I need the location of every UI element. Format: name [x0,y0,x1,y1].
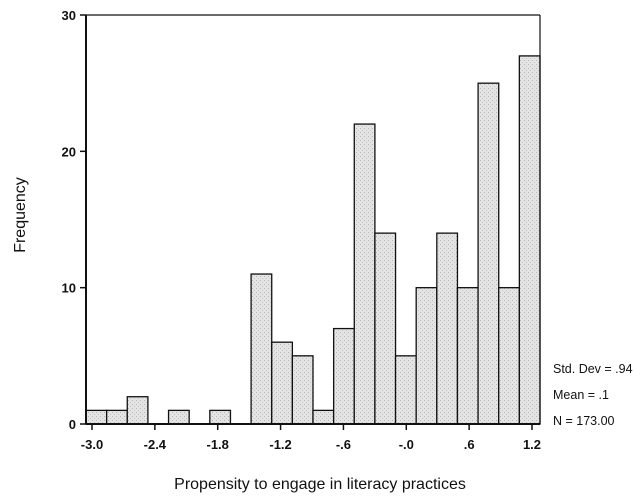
histogram-bar [250,273,273,425]
histogram-bar [498,287,521,425]
histogram-bar [291,355,314,425]
x-tick-label: -.6 [336,437,351,452]
n-label: N = 173.00 [553,414,615,428]
y-axis: 0 10 20 30 [62,8,541,432]
x-tick-label: 1.2 [523,437,541,452]
histogram-bar [85,409,108,425]
histogram-bar [312,409,335,425]
histogram-bars [85,55,541,425]
histogram-bar [518,55,541,425]
y-tick-label: 10 [62,281,76,296]
histogram-bar [126,396,149,425]
x-tick-label: .6 [464,437,475,452]
mean-label: Mean = .1 [553,388,609,402]
x-tick-label: -2.4 [144,437,167,452]
histogram-bar [209,409,232,425]
histogram-bar [105,409,128,425]
x-tick-label: -1.2 [269,437,291,452]
x-tick-label: -.0 [399,437,414,452]
histogram-bar [332,327,355,425]
histogram-bar [394,355,417,425]
std-dev-label: Std. Dev = .94 [553,362,633,376]
histogram-bar [271,341,294,425]
histogram-bar [374,232,397,425]
x-axis: -3.0 -2.4 -1.8 -1.2 -.6 -.0 .6 1.2 [81,423,541,452]
histogram-bar [415,287,438,425]
y-tick-label: 30 [62,8,76,23]
x-tick-label: -3.0 [81,437,103,452]
histogram-bar [436,232,459,425]
y-axis-title: Frequency [12,177,29,253]
histogram-bar [167,409,190,425]
y-tick-label: 0 [69,417,76,432]
x-tick-label: -1.8 [207,437,229,452]
y-tick-label: 20 [62,144,76,159]
histogram-bar [456,287,479,425]
x-axis-title: Propensity to engage in literacy practic… [174,476,466,493]
histogram-bar [477,82,500,425]
histogram-bar [353,123,376,425]
